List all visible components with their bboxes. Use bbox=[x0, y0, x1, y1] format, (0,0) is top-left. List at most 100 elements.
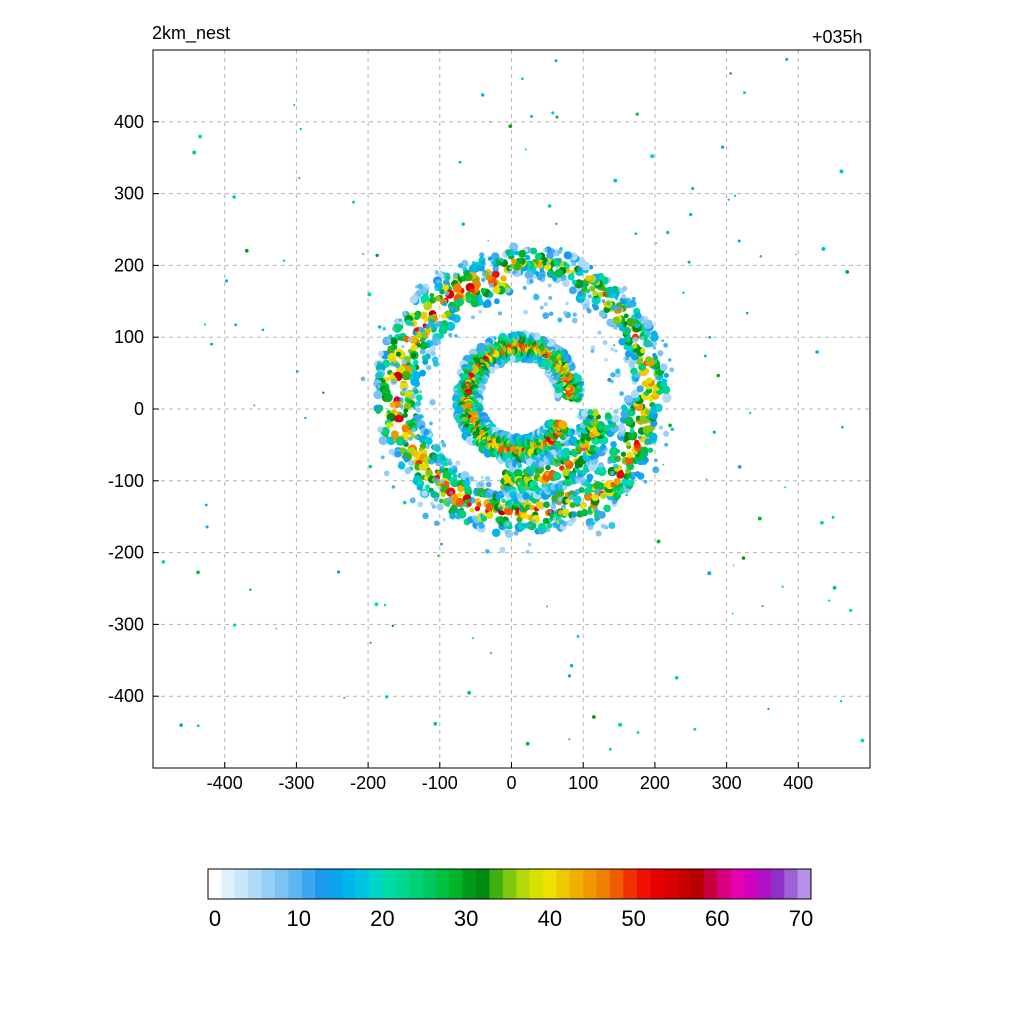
field-cell bbox=[557, 317, 563, 323]
field-cell bbox=[427, 322, 432, 327]
field-cell bbox=[402, 439, 408, 445]
field-cell bbox=[367, 292, 372, 297]
field-cell bbox=[210, 342, 213, 346]
field-cell bbox=[590, 345, 596, 350]
field-cell bbox=[439, 498, 444, 504]
field-cell bbox=[493, 298, 500, 305]
field-cell bbox=[508, 270, 512, 274]
x-tick-label: -400 bbox=[207, 773, 243, 793]
field-cell bbox=[603, 504, 611, 513]
field-cell bbox=[594, 488, 601, 495]
field-cell bbox=[578, 380, 585, 387]
field-cell bbox=[630, 367, 638, 375]
field-cell bbox=[557, 420, 567, 430]
field-cell bbox=[559, 247, 563, 251]
field-cell bbox=[488, 282, 495, 289]
field-cell bbox=[531, 519, 536, 523]
field-cell bbox=[615, 368, 621, 374]
field-cell bbox=[480, 513, 484, 518]
field-cell bbox=[626, 317, 636, 327]
field-cell bbox=[613, 478, 621, 486]
field-cell bbox=[484, 475, 491, 482]
field-cell bbox=[457, 484, 465, 493]
field-cell bbox=[502, 485, 510, 493]
field-cell bbox=[411, 427, 416, 433]
colorbar-segment bbox=[744, 869, 758, 899]
field-cell bbox=[368, 464, 373, 469]
field-cell bbox=[840, 700, 843, 703]
colorbar-segment bbox=[409, 869, 423, 899]
field-cell bbox=[636, 731, 640, 734]
field-cell bbox=[618, 338, 626, 346]
field-cell bbox=[563, 251, 572, 260]
field-cell bbox=[408, 436, 413, 441]
title-left: 2km_nest bbox=[152, 23, 231, 43]
field-cell bbox=[439, 270, 443, 274]
field-cell bbox=[362, 252, 365, 255]
x-tick-label: -300 bbox=[278, 773, 314, 793]
field-cell bbox=[505, 287, 511, 293]
field-cell bbox=[196, 724, 200, 728]
field-cell bbox=[693, 727, 697, 731]
field-cell bbox=[648, 334, 652, 338]
field-cell bbox=[624, 298, 627, 301]
field-cell bbox=[571, 279, 577, 285]
field-cell bbox=[469, 507, 475, 513]
field-cell bbox=[464, 488, 473, 496]
field-cell bbox=[373, 390, 383, 400]
field-cell bbox=[412, 330, 418, 336]
field-cell bbox=[425, 437, 433, 445]
field-cell bbox=[568, 472, 576, 480]
field-cell bbox=[629, 428, 635, 434]
field-cell bbox=[275, 627, 278, 630]
field-cell bbox=[439, 289, 445, 295]
field-cell bbox=[839, 169, 844, 174]
field-cell bbox=[417, 501, 424, 508]
field-cell bbox=[522, 523, 526, 527]
field-cell bbox=[434, 270, 440, 275]
field-cell bbox=[518, 249, 527, 258]
field-cell bbox=[644, 409, 650, 415]
field-cell bbox=[437, 485, 442, 490]
field-cell bbox=[433, 497, 439, 502]
field-cell bbox=[644, 438, 651, 445]
field-cell bbox=[501, 498, 506, 504]
field-cell bbox=[498, 506, 504, 511]
field-cell bbox=[522, 285, 527, 290]
colorbar-segment bbox=[543, 869, 557, 899]
field-cell bbox=[720, 145, 725, 149]
colorbar-segment bbox=[529, 869, 544, 899]
field-cell bbox=[296, 370, 299, 373]
field-cell bbox=[415, 400, 422, 407]
field-cell bbox=[504, 529, 510, 534]
field-cell bbox=[557, 257, 562, 263]
field-cell bbox=[550, 503, 557, 510]
field-cell bbox=[828, 599, 831, 602]
field-cell bbox=[643, 319, 649, 325]
field-cell bbox=[550, 489, 557, 496]
field-cell bbox=[392, 323, 402, 333]
colorbar-segment bbox=[583, 869, 598, 899]
field-cell bbox=[737, 239, 741, 243]
colorbar-segment bbox=[435, 869, 450, 899]
field-cell bbox=[634, 439, 640, 445]
field-cell bbox=[618, 722, 623, 727]
field-cell bbox=[385, 422, 392, 429]
colorbar-segment bbox=[288, 869, 303, 899]
field-cell bbox=[511, 258, 517, 265]
field-cell bbox=[414, 434, 420, 440]
field-cell bbox=[232, 623, 237, 627]
field-cell bbox=[629, 407, 633, 411]
field-cell bbox=[412, 359, 419, 366]
field-cell bbox=[832, 585, 837, 590]
field-cell bbox=[619, 435, 625, 441]
field-cell bbox=[435, 459, 442, 467]
field-cell bbox=[505, 249, 512, 256]
field-cell bbox=[586, 308, 592, 314]
field-cell bbox=[601, 299, 606, 303]
field-cell bbox=[663, 372, 669, 378]
field-cell bbox=[565, 268, 571, 274]
field-cell bbox=[682, 291, 685, 294]
field-cell bbox=[422, 358, 429, 365]
field-cell bbox=[336, 570, 341, 574]
